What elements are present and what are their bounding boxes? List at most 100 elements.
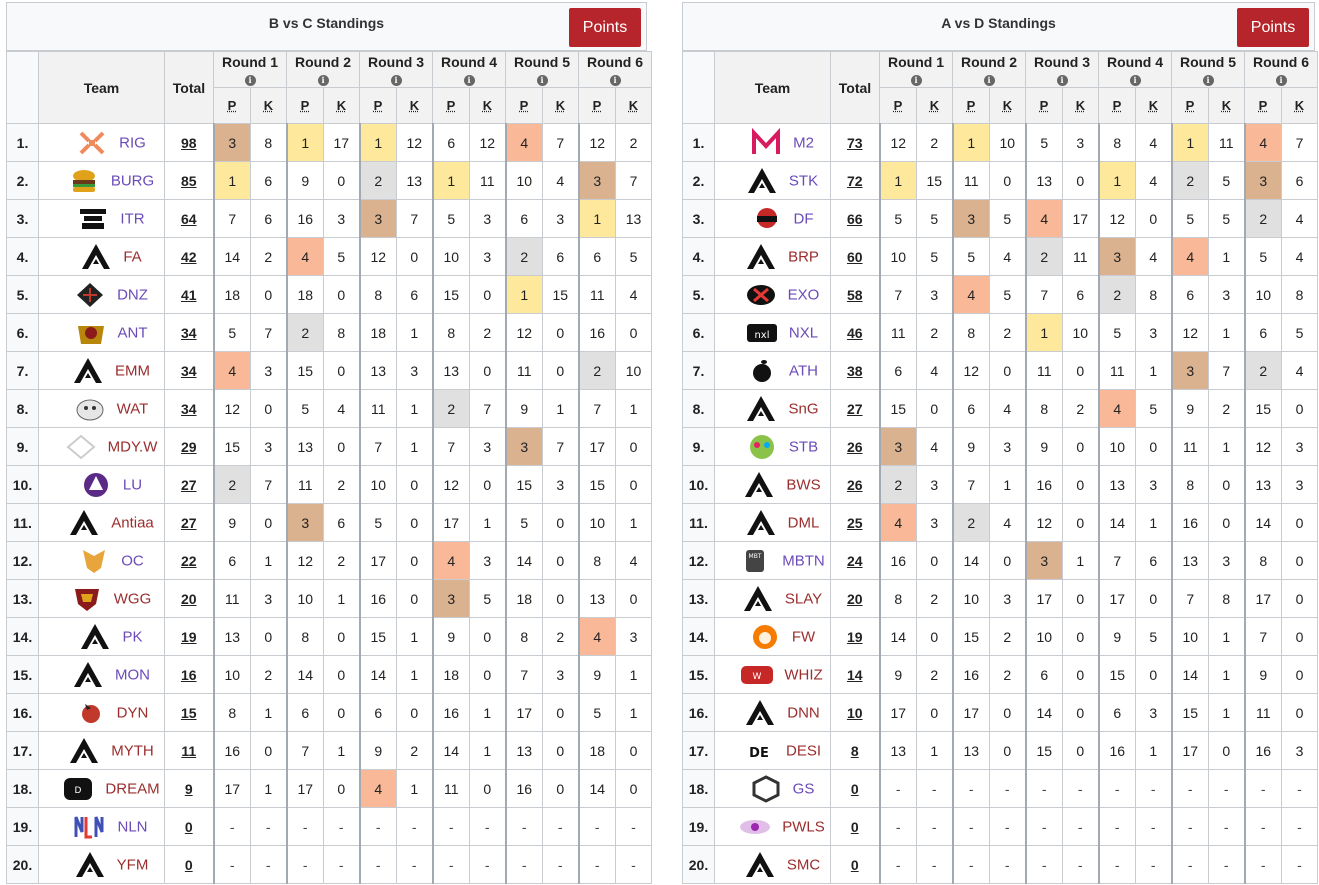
team-link[interactable]: NLN <box>117 818 148 835</box>
team-link[interactable]: DNN <box>787 704 820 721</box>
kills-cell: 4 <box>989 389 1026 428</box>
team-link[interactable]: FA <box>123 248 142 265</box>
team-link[interactable]: WHIZ <box>784 666 823 683</box>
dyn-logo-icon[interactable] <box>73 698 107 728</box>
apex-logo-icon[interactable] <box>71 660 105 690</box>
dnz-logo-icon[interactable] <box>73 280 107 310</box>
apex-logo-icon[interactable] <box>67 736 101 766</box>
team-link[interactable]: MYTH <box>111 742 154 759</box>
ath-logo-icon[interactable] <box>745 356 779 386</box>
team-link[interactable]: MDY.W <box>107 438 158 455</box>
apex-logo-icon[interactable] <box>744 242 778 272</box>
wat-logo-icon[interactable] <box>73 394 107 424</box>
team-link[interactable]: DF <box>793 210 814 227</box>
total-cell: 0 <box>830 769 880 808</box>
gs-logo-icon[interactable] <box>749 774 783 804</box>
burger-logo-icon[interactable] <box>67 166 101 196</box>
oc-logo-icon[interactable] <box>77 546 111 576</box>
team-link[interactable]: EXO <box>787 286 820 303</box>
apex-logo-icon[interactable] <box>73 850 107 880</box>
points-button[interactable]: Points <box>1237 8 1309 47</box>
team-link[interactable]: ATH <box>789 362 818 379</box>
team-link[interactable]: SnG <box>788 400 819 417</box>
apex-logo-icon[interactable] <box>745 166 779 196</box>
info-icon[interactable]: i <box>1056 75 1068 86</box>
mdy-logo-icon[interactable] <box>64 432 98 462</box>
team-link[interactable]: BWS <box>786 476 821 493</box>
team-link[interactable]: MBTN <box>782 552 825 569</box>
stb-logo-icon[interactable] <box>745 432 779 462</box>
apex-logo-icon[interactable] <box>78 622 112 652</box>
team-link[interactable]: OC <box>121 552 144 569</box>
info-icon[interactable]: i <box>1129 75 1141 86</box>
apex-logo-icon[interactable] <box>742 470 776 500</box>
apex-logo-icon[interactable] <box>79 242 113 272</box>
team-link[interactable]: ANT <box>117 324 148 341</box>
team-link[interactable]: STB <box>788 438 819 455</box>
info-icon[interactable]: i <box>317 75 329 86</box>
team-link[interactable]: NXL <box>788 324 819 341</box>
apex-logo-icon[interactable] <box>743 698 777 728</box>
team-link[interactable]: MON <box>115 666 150 683</box>
team-link[interactable]: SMC <box>786 856 821 873</box>
team-link[interactable]: LU <box>122 476 143 493</box>
apex-logo-icon[interactable] <box>744 394 778 424</box>
team-link[interactable]: BURG <box>110 172 155 189</box>
dream-logo-icon[interactable]: D <box>61 774 95 804</box>
team-link[interactable]: GS <box>792 780 815 797</box>
kills-cell: 1 <box>989 465 1026 504</box>
team-link[interactable]: PK <box>122 628 143 645</box>
m2-logo-icon[interactable] <box>749 127 783 158</box>
team-link[interactable]: ITR <box>120 210 145 227</box>
apex-logo-icon[interactable] <box>71 356 105 386</box>
rig-logo-icon[interactable] <box>75 128 109 158</box>
nxl-logo-icon[interactable]: nxl <box>745 318 779 348</box>
team-link[interactable]: M2 <box>793 134 814 151</box>
whiz-logo-icon[interactable]: W <box>740 660 774 690</box>
team-link[interactable]: WAT <box>116 400 149 417</box>
placement-cell: 11 <box>1024 351 1063 390</box>
info-icon[interactable]: i <box>910 75 922 86</box>
apex-logo-icon[interactable] <box>743 850 777 880</box>
points-button[interactable]: Points <box>569 8 641 47</box>
info-icon[interactable]: i <box>536 75 548 86</box>
pwls-logo-icon[interactable] <box>738 812 772 842</box>
team-link[interactable]: RIG <box>119 134 146 151</box>
apex-logo-icon[interactable] <box>744 508 778 538</box>
team-link[interactable]: DYN <box>116 704 149 721</box>
info-icon[interactable]: i <box>1275 75 1287 86</box>
wgg-logo-icon[interactable] <box>70 584 104 614</box>
team-link[interactable]: YFM <box>116 856 149 873</box>
df-logo-icon[interactable] <box>750 204 784 234</box>
team-link[interactable]: WGG <box>113 590 152 607</box>
inside-the-ring-logo-icon[interactable] <box>76 204 110 234</box>
team-link[interactable]: EMM <box>115 362 150 379</box>
exo-logo-icon[interactable] <box>744 280 778 310</box>
nln-logo-icon[interactable] <box>73 812 107 842</box>
kills-cell: 1 <box>396 617 433 656</box>
team-link[interactable]: DESI <box>785 742 821 759</box>
apex-logo-icon[interactable] <box>741 584 775 614</box>
mbt-logo-icon[interactable]: MBT <box>738 546 772 576</box>
info-icon[interactable]: i <box>609 75 621 86</box>
team-link[interactable]: Antiaa <box>111 514 154 531</box>
team-link[interactable]: PWLS <box>782 818 825 835</box>
team-link[interactable]: FW <box>791 628 816 645</box>
team-link[interactable]: SLAY <box>784 590 823 607</box>
lu-logo-icon[interactable] <box>79 470 113 500</box>
info-icon[interactable]: i <box>244 75 256 86</box>
team-link[interactable]: BRP <box>788 248 819 265</box>
apex-logo-icon[interactable] <box>67 508 101 538</box>
info-icon[interactable]: i <box>1202 75 1214 86</box>
fw-logo-icon[interactable] <box>748 622 782 652</box>
team-link[interactable]: DML <box>787 514 820 531</box>
info-icon[interactable]: i <box>463 75 475 86</box>
team-link[interactable]: STK <box>788 172 819 189</box>
team-link[interactable]: DREAM <box>105 780 160 797</box>
info-icon[interactable]: i <box>390 75 402 86</box>
info-icon[interactable]: i <box>983 75 995 86</box>
table-row: 10. BWS 26 2 3 7 1 16 0 13 3 8 0 13 3 <box>682 465 1318 504</box>
team-link[interactable]: DNZ <box>117 286 148 303</box>
ant-logo-icon[interactable] <box>74 318 108 348</box>
desi-logo-icon[interactable]: DE <box>742 736 776 766</box>
